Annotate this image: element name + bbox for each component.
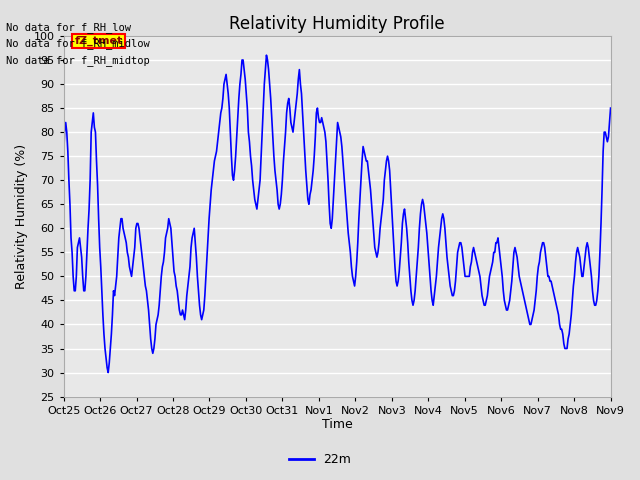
X-axis label: Time: Time [322, 419, 353, 432]
Text: fZ_tmet: fZ_tmet [74, 36, 123, 46]
Legend: 22m: 22m [284, 448, 356, 471]
Text: No data for f_RH_midtop: No data for f_RH_midtop [6, 55, 150, 66]
Text: No data for f_RH_midlow: No data for f_RH_midlow [6, 38, 150, 49]
Text: No data for f_RH_low: No data for f_RH_low [6, 22, 131, 33]
Title: Relativity Humidity Profile: Relativity Humidity Profile [229, 15, 445, 33]
Y-axis label: Relativity Humidity (%): Relativity Humidity (%) [15, 144, 28, 289]
